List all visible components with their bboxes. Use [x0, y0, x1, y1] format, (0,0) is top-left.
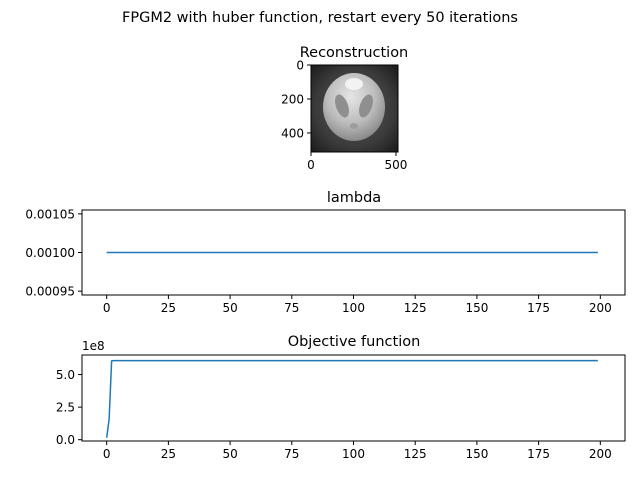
y-tick-label: 0.00100: [25, 246, 75, 260]
x-tick-label: 50: [222, 447, 237, 461]
lambda-title: lambda: [327, 190, 381, 206]
x-tick-label: 200: [589, 301, 612, 315]
series-line: [105, 359, 598, 438]
y-tick-label: 5.0: [56, 368, 75, 382]
objective-scale-label: 1e8: [82, 339, 105, 353]
x-tick-label: 125: [404, 301, 427, 315]
x-tick-label: 175: [527, 301, 550, 315]
y-tick-label: 400: [281, 126, 304, 140]
y-tick-label: 0.0: [56, 433, 75, 447]
x-tick-label: 100: [342, 447, 365, 461]
x-tick-label: 175: [527, 447, 550, 461]
x-tick-label: 0: [307, 158, 315, 172]
y-tick-label: 0: [296, 59, 304, 73]
x-tick-label: 25: [161, 447, 176, 461]
x-tick-label: 500: [385, 158, 408, 172]
figure-title: FPGM2 with huber function, restart every…: [122, 10, 518, 26]
y-tick-label: 0.00105: [25, 207, 75, 221]
x-tick-label: 75: [284, 301, 299, 315]
lambda-panel: lambda 0 25 50 75 100 125 150 175 200 0.00095 0.00…: [25, 190, 626, 315]
objective-title: Objective function: [288, 334, 421, 350]
reconstruction-image: [311, 65, 398, 152]
objective-panel: Objective function 1e8 0 25 50 75 100 125 150 1…: [56, 334, 626, 461]
y-tick-label: 0.00095: [25, 285, 75, 299]
x-tick-label: 100: [342, 301, 365, 315]
reconstruction-frame: [310, 64, 399, 153]
x-tick-label: 0: [103, 301, 111, 315]
x-tick-label: 125: [404, 447, 427, 461]
x-tick-label: 0: [103, 447, 111, 461]
reconstruction-panel: Reconstruction 0 500 0 200 400: [281, 45, 408, 172]
x-tick-label: 25: [161, 301, 176, 315]
x-tick-label: 150: [465, 301, 488, 315]
y-tick-label: 200: [281, 92, 304, 106]
x-tick-label: 200: [589, 447, 612, 461]
x-tick-label: 50: [222, 301, 237, 315]
x-tick-label: 75: [284, 447, 299, 461]
y-tick-label: 2.5: [56, 401, 75, 415]
x-tick-label: 150: [465, 447, 488, 461]
reconstruction-title: Reconstruction: [300, 45, 409, 61]
objective-axes-frame: [81, 354, 626, 442]
